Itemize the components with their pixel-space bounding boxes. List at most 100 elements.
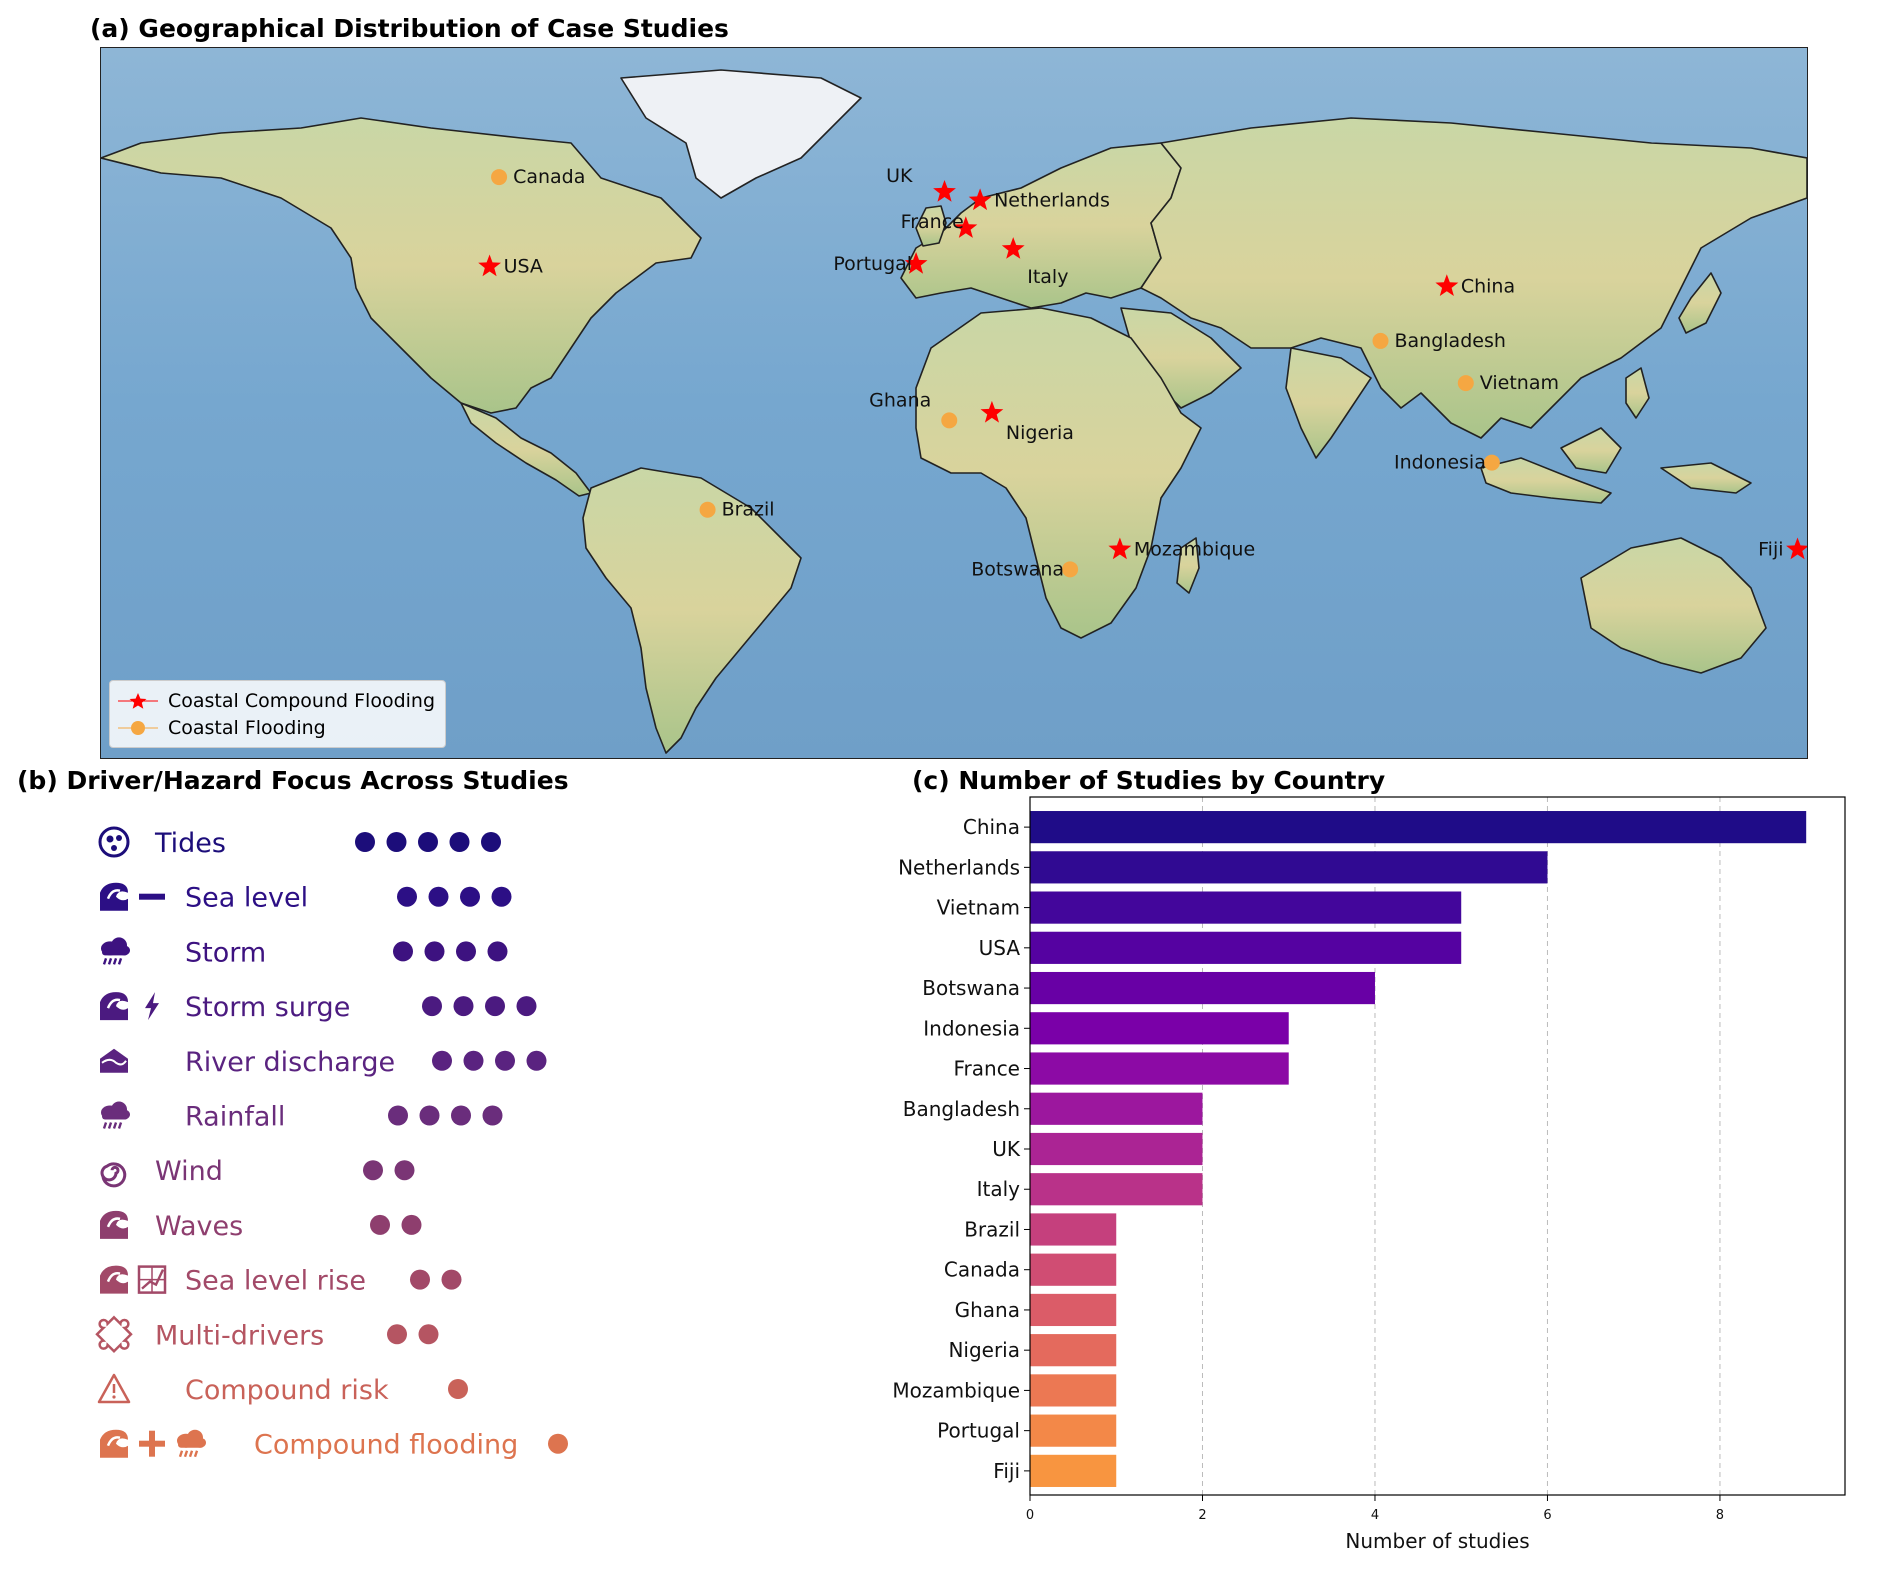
study-dot — [418, 1324, 439, 1345]
marker-circle-indonesia — [1483, 454, 1500, 471]
x-axis-label: Number of studies — [1345, 1529, 1529, 1553]
bar-italy — [1030, 1173, 1203, 1206]
plus-icon — [139, 1430, 165, 1457]
legend-label-coastal: Coastal Flooding — [168, 716, 326, 739]
driver-label: Rainfall — [185, 1102, 285, 1133]
study-dot — [387, 1324, 407, 1345]
storm-cloud-icon — [101, 937, 130, 965]
y-tick-label: Botswana — [922, 976, 1020, 1000]
map-legend: Coastal Compound Flooding Coastal Floodi… — [109, 680, 447, 748]
wave-icon — [100, 1429, 128, 1458]
map-label-china: China — [1461, 275, 1515, 297]
study-dot — [410, 1269, 430, 1290]
panel-b-title: (b) Driver/Hazard Focus Across Studies — [17, 766, 569, 795]
borneo-shape — [1560, 427, 1622, 474]
x-tick-label: 6 — [1543, 1508, 1551, 1523]
marker-star-italy — [1001, 237, 1025, 259]
study-dot — [401, 1214, 422, 1235]
study-dot — [448, 1379, 468, 1399]
bar-nigeria — [1030, 1334, 1117, 1367]
indonesia-shape — [1480, 457, 1612, 504]
map-label-brazil: Brazil — [722, 499, 775, 521]
study-dot — [355, 832, 375, 852]
world-map: Canada USA UK Netherlands France Portugal Ital… — [100, 47, 1808, 759]
y-tick-label: Fiji — [993, 1459, 1020, 1483]
y-tick-label: China — [963, 815, 1020, 839]
study-dot — [419, 1105, 440, 1126]
y-tick-label: Italy — [977, 1177, 1021, 1201]
marker-star-netherlands — [968, 188, 992, 211]
y-tick-label: Canada — [944, 1258, 1020, 1282]
driver-label: Sea level — [185, 883, 308, 914]
marker-star-france — [954, 216, 978, 238]
map-label-usa: USA — [504, 255, 543, 277]
study-dot — [432, 1050, 452, 1071]
study-dot — [370, 1214, 390, 1235]
bar-uk — [1030, 1132, 1203, 1166]
star-icon — [118, 691, 158, 711]
bar-netherlands — [1030, 851, 1548, 884]
y-tick-label: Indonesia — [923, 1016, 1020, 1040]
wave-icon — [100, 1210, 128, 1239]
driver-label: Sea level rise — [185, 1266, 366, 1297]
study-dot — [422, 996, 442, 1017]
x-tick-label: 8 — [1716, 1508, 1724, 1523]
bar-usa — [1030, 931, 1462, 964]
minus-icon — [139, 893, 165, 900]
driver-label: River discharge — [185, 1047, 395, 1078]
map-label-italy: Italy — [1027, 266, 1068, 288]
y-tick-label: Portugal — [937, 1419, 1020, 1443]
study-dot — [460, 886, 480, 907]
bar-mozambique — [1030, 1374, 1117, 1407]
marker-circle-vietnam — [1457, 375, 1474, 392]
map-label-fiji: Fiji — [1758, 538, 1783, 560]
studies-by-country-chart: China Netherlands Vietnam USA Botswana Indone… — [880, 790, 1880, 1570]
map-canvas: Canada USA UK Netherlands France Portugal Ital… — [101, 48, 1807, 758]
map-label-indonesia: Indonesia — [1394, 452, 1486, 474]
study-dot — [526, 1050, 547, 1071]
study-dot — [449, 832, 470, 852]
driver-label: Compound risk — [185, 1375, 389, 1406]
bar-canada — [1030, 1253, 1117, 1286]
driver-row-storm: Storm — [101, 937, 508, 968]
study-dot — [487, 941, 508, 962]
y-tick-label: Mozambique — [892, 1378, 1020, 1402]
driver-row-river-discharge: River discharge — [100, 1047, 547, 1078]
plot-frame — [1029, 796, 1846, 1496]
puzzle-icon — [95, 1315, 133, 1354]
driver-label: Wind — [155, 1156, 223, 1187]
map-label-nigeria: Nigeria — [1006, 422, 1074, 444]
bar-vietnam — [1030, 891, 1462, 924]
wave-icon — [100, 992, 128, 1021]
africa-shape — [915, 307, 1202, 639]
study-dot — [394, 1160, 415, 1181]
japan-shape — [1678, 272, 1722, 334]
marker-star-nigeria — [980, 400, 1004, 423]
y-tick-label: Netherlands — [898, 855, 1020, 879]
map-label-portugal: Portugal — [833, 253, 912, 275]
marker-star-portugal — [904, 252, 928, 274]
driver-row-wind: Wind — [100, 1156, 415, 1188]
x-tick-label: 0 — [1026, 1508, 1034, 1523]
study-dot — [481, 832, 501, 852]
legend-item-coastal: Coastal Flooding — [118, 714, 435, 741]
study-dot — [418, 832, 438, 852]
y-tick-label: Bangladesh — [903, 1097, 1020, 1121]
north-america-shape — [101, 117, 702, 414]
map-label-bangladesh: Bangladesh — [1395, 330, 1506, 352]
madagascar-shape — [1176, 537, 1200, 594]
map-label-france: France — [901, 211, 964, 233]
wave-icon — [100, 882, 128, 911]
map-label-botswana: Botswana — [971, 558, 1064, 580]
study-dot — [393, 941, 413, 962]
bar-portugal — [1030, 1414, 1117, 1447]
y-tick-label: Vietnam — [937, 896, 1020, 920]
study-dot — [456, 941, 476, 962]
greenland-shape — [620, 69, 862, 199]
study-dot — [463, 1050, 484, 1071]
marker-circle-canada — [491, 169, 508, 186]
study-dot — [441, 1269, 462, 1290]
study-dot — [516, 996, 537, 1017]
driver-focus-panel: Tides Sea level Storm Storm surge River disc… — [0, 790, 900, 1550]
driver-row-compound-risk: Compound risk — [97, 1373, 468, 1406]
